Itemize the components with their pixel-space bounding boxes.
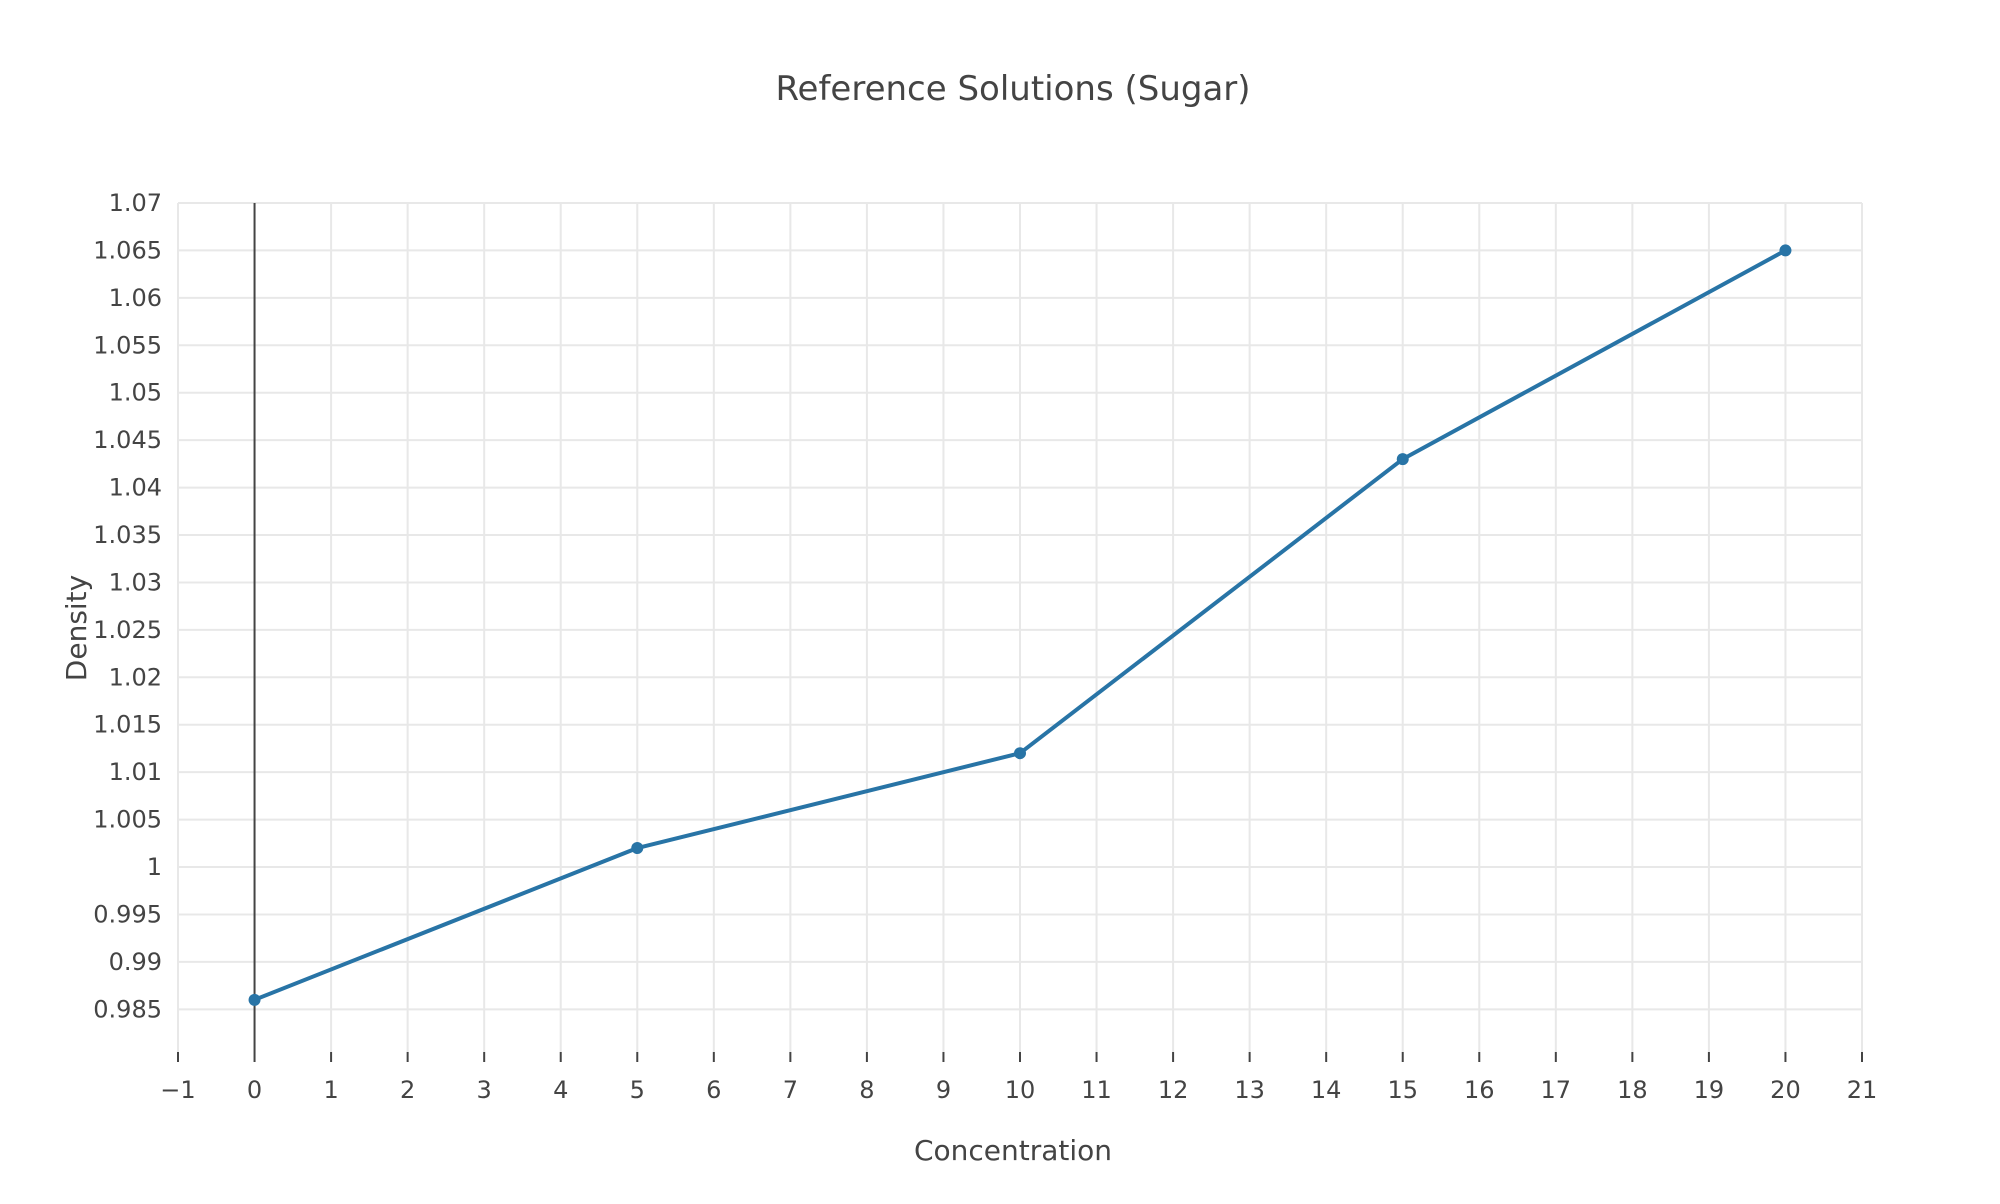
x-tick-label: 13 [1234, 1076, 1265, 1104]
x-axis-title: Concentration [914, 1134, 1112, 1167]
tick-labels: −1 0 1 2 3 4 5 6 7 8 9 10 11 12 13 14 15 16 17 18 19 20 210.98… [93, 189, 1877, 1104]
chart-title: Reference Solutions (Sugar) [775, 69, 1250, 109]
x-tick-label: 14 [1311, 1076, 1342, 1104]
y-tick-label: 1.01 [109, 758, 162, 786]
x-tick-label: 0 [247, 1076, 262, 1104]
y-tick-label: 1.045 [93, 426, 162, 454]
axes [177, 203, 1863, 1062]
x-tick-label: 21 [1847, 1076, 1878, 1104]
y-tick-label: 1.015 [93, 711, 162, 739]
x-tick-label: 12 [1158, 1076, 1189, 1104]
x-tick-label: 18 [1617, 1076, 1648, 1104]
x-tick-label: 17 [1541, 1076, 1572, 1104]
x-tick-label: 4 [553, 1076, 568, 1104]
x-tick-label: 10 [1005, 1076, 1036, 1104]
data-point[interactable] [248, 993, 261, 1006]
y-tick-label: 1.04 [109, 474, 162, 502]
y-tick-label: 1.02 [109, 663, 162, 691]
x-tick-label: 19 [1694, 1076, 1725, 1104]
x-tick-label: 5 [630, 1076, 645, 1104]
y-tick-label: 1.035 [93, 521, 162, 549]
data-point[interactable] [1779, 244, 1792, 257]
y-tick-label: 1.07 [109, 189, 162, 217]
y-axis-title: Density [60, 575, 93, 681]
x-tick-label: 6 [706, 1076, 721, 1104]
x-tick-label: 20 [1770, 1076, 1801, 1104]
data-point[interactable] [1396, 453, 1409, 466]
y-tick-label: 1.03 [109, 568, 162, 596]
y-tick-label: 0.995 [93, 900, 162, 928]
x-tick-label: 7 [783, 1076, 798, 1104]
gridlines [177, 202, 1863, 1052]
x-tick-label: 15 [1387, 1076, 1418, 1104]
y-tick-label: 1.025 [93, 616, 162, 644]
y-tick-label: 0.99 [109, 948, 162, 976]
y-tick-label: 1.065 [93, 236, 162, 264]
x-tick-label: 8 [859, 1076, 874, 1104]
x-tick-label: 11 [1081, 1076, 1112, 1104]
y-tick-label: 1.055 [93, 331, 162, 359]
data-point[interactable] [1014, 747, 1026, 760]
series [248, 244, 1792, 1006]
y-tick-label: 1.005 [93, 806, 162, 834]
x-tick-label: 16 [1464, 1076, 1495, 1104]
y-tick-label: 0.985 [93, 995, 162, 1023]
x-tick-label: 1 [323, 1076, 338, 1104]
data-point[interactable] [631, 842, 644, 855]
y-tick-label: 1 [147, 853, 162, 881]
x-tick-label: −1 [160, 1076, 195, 1104]
x-tick-label: 9 [936, 1076, 951, 1104]
x-tick-label: 2 [400, 1076, 415, 1104]
y-tick-label: 1.06 [109, 284, 162, 312]
x-tick-label: 3 [477, 1076, 492, 1104]
y-tick-label: 1.05 [109, 379, 162, 407]
